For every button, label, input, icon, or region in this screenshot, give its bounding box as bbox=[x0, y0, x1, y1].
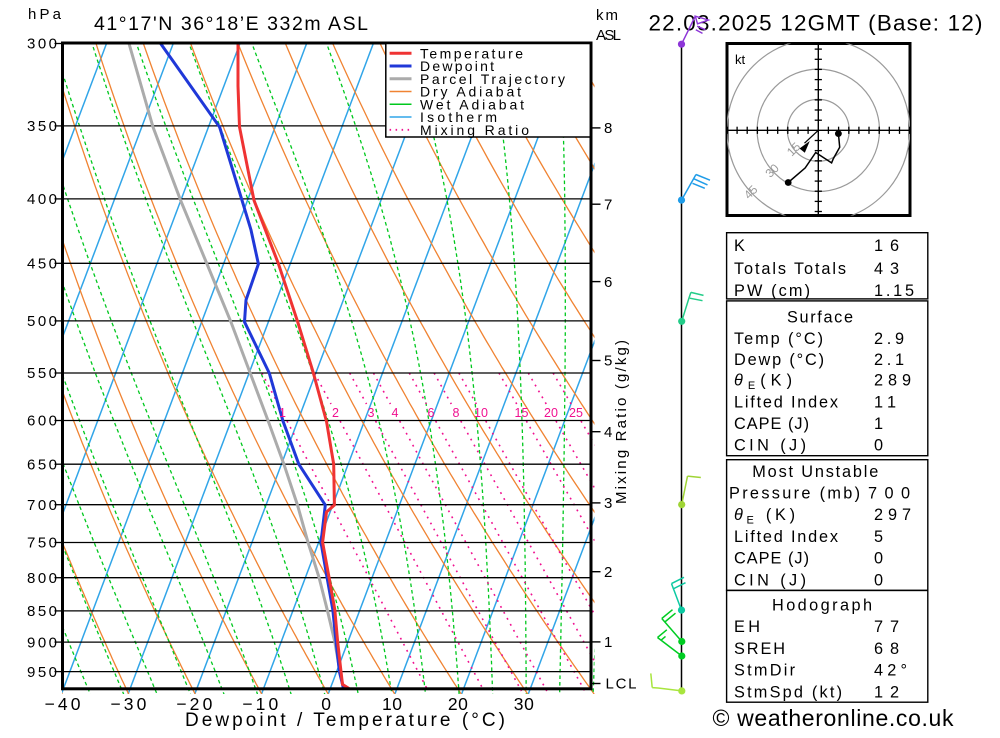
svg-text:500: 500 bbox=[27, 313, 57, 330]
svg-text:Parcel Trajectory: Parcel Trajectory bbox=[420, 71, 565, 87]
svg-text:StmSpd (kt): StmSpd (kt) bbox=[734, 684, 842, 702]
svg-text:0: 0 bbox=[874, 550, 883, 568]
svg-text:SREH: SREH bbox=[734, 640, 785, 658]
svg-text:700: 700 bbox=[868, 484, 910, 502]
svg-text:Dewpoint / Temperature (°C): Dewpoint / Temperature (°C) bbox=[185, 710, 505, 731]
svg-text:400: 400 bbox=[27, 191, 57, 208]
svg-text:−20: −20 bbox=[176, 694, 212, 714]
svg-text:Mixing Ratio: Mixing Ratio bbox=[420, 122, 529, 138]
svg-text:0: 0 bbox=[874, 572, 883, 590]
svg-text:PW (cm): PW (cm) bbox=[734, 282, 810, 300]
svg-text:Mixing Ratio (g/kg): Mixing Ratio (g/kg) bbox=[613, 340, 630, 504]
svg-text:Temp (°C): Temp (°C) bbox=[734, 330, 823, 348]
svg-text:800: 800 bbox=[27, 570, 57, 587]
svg-text:−10: −10 bbox=[242, 694, 278, 714]
svg-text:0: 0 bbox=[321, 694, 331, 714]
svg-text:1: 1 bbox=[874, 415, 883, 433]
svg-text:10: 10 bbox=[382, 694, 402, 714]
svg-text:Dewpoint: Dewpoint bbox=[420, 58, 494, 74]
svg-text:7: 7 bbox=[604, 196, 612, 213]
svg-text:ASL: ASL bbox=[596, 27, 621, 44]
svg-text:25: 25 bbox=[569, 406, 583, 420]
svg-text:Dry Adiabat: Dry Adiabat bbox=[420, 84, 521, 100]
svg-text:StmDir: StmDir bbox=[734, 662, 796, 680]
svg-text:Most Unstable: Most Unstable bbox=[752, 463, 878, 481]
svg-text:CAPE (J): CAPE (J) bbox=[734, 550, 809, 568]
svg-text:289: 289 bbox=[874, 372, 911, 390]
svg-text:Hodograph: Hodograph bbox=[772, 596, 872, 614]
svg-text:1: 1 bbox=[279, 406, 286, 420]
svg-text:4: 4 bbox=[392, 406, 399, 420]
svg-text:1: 1 bbox=[604, 634, 612, 651]
svg-text:20: 20 bbox=[544, 406, 558, 420]
svg-text:41°17'N 36°18’E 332m ASL: 41°17'N 36°18’E 332m ASL bbox=[94, 13, 368, 35]
svg-text:© weatheronline.co.uk: © weatheronline.co.uk bbox=[713, 705, 955, 731]
svg-text:42°: 42° bbox=[874, 662, 907, 680]
svg-text:30: 30 bbox=[514, 694, 534, 714]
svg-text:6: 6 bbox=[428, 406, 435, 420]
svg-text:Totals Totals: Totals Totals bbox=[734, 260, 846, 278]
svg-text:Pressure (mb): Pressure (mb) bbox=[729, 484, 860, 502]
svg-text:2: 2 bbox=[604, 564, 612, 581]
svg-text:2.1: 2.1 bbox=[874, 351, 904, 369]
svg-text:−30: −30 bbox=[110, 694, 146, 714]
svg-text:kt: kt bbox=[735, 52, 746, 67]
svg-text:LCL: LCL bbox=[606, 676, 637, 693]
svg-text:8: 8 bbox=[604, 120, 612, 137]
svg-text:Surface: Surface bbox=[787, 308, 853, 326]
svg-text:20: 20 bbox=[448, 694, 468, 714]
svg-text:700: 700 bbox=[27, 497, 57, 514]
svg-text:km: km bbox=[596, 7, 618, 24]
svg-text:350: 350 bbox=[27, 118, 57, 135]
svg-text:650: 650 bbox=[27, 456, 57, 473]
svg-text:5: 5 bbox=[604, 353, 612, 370]
svg-text:10: 10 bbox=[474, 406, 488, 420]
svg-text:1.15: 1.15 bbox=[874, 282, 914, 300]
svg-text:6: 6 bbox=[604, 274, 612, 291]
svg-text:900: 900 bbox=[27, 634, 57, 651]
svg-text:θE (K): θE (K) bbox=[734, 506, 795, 527]
svg-text:K: K bbox=[734, 237, 745, 255]
svg-text:Lifted Index: Lifted Index bbox=[734, 394, 838, 412]
svg-text:Lifted Index: Lifted Index bbox=[734, 528, 838, 546]
svg-text:297: 297 bbox=[874, 506, 911, 524]
svg-text:600: 600 bbox=[27, 413, 57, 430]
svg-text:8: 8 bbox=[453, 406, 460, 420]
svg-text:2.9: 2.9 bbox=[874, 330, 904, 348]
svg-text:22.03.2025 12GMT (Base: 12): 22.03.2025 12GMT (Base: 12) bbox=[649, 10, 983, 35]
svg-text:450: 450 bbox=[27, 255, 57, 272]
svg-text:4: 4 bbox=[604, 424, 612, 441]
svg-text:2: 2 bbox=[332, 406, 339, 420]
svg-text:15: 15 bbox=[515, 406, 529, 420]
svg-text:Temperature: Temperature bbox=[420, 45, 523, 61]
svg-text:CAPE (J): CAPE (J) bbox=[734, 415, 809, 433]
svg-text:950: 950 bbox=[27, 664, 57, 681]
svg-text:−40: −40 bbox=[45, 694, 81, 714]
svg-text:850: 850 bbox=[27, 603, 57, 620]
svg-text:3: 3 bbox=[604, 495, 612, 512]
svg-text:750: 750 bbox=[27, 535, 57, 552]
svg-text:3: 3 bbox=[368, 406, 375, 420]
svg-text:hPa: hPa bbox=[28, 6, 62, 23]
svg-text:300: 300 bbox=[27, 36, 57, 53]
svg-text:Isotherm: Isotherm bbox=[420, 109, 497, 125]
svg-text:5: 5 bbox=[874, 528, 883, 546]
svg-text:Wet Adiabat: Wet Adiabat bbox=[420, 96, 524, 112]
svg-text:550: 550 bbox=[27, 365, 57, 382]
svg-text:0: 0 bbox=[874, 436, 883, 454]
svg-text:Dewp (°C): Dewp (°C) bbox=[734, 351, 824, 369]
